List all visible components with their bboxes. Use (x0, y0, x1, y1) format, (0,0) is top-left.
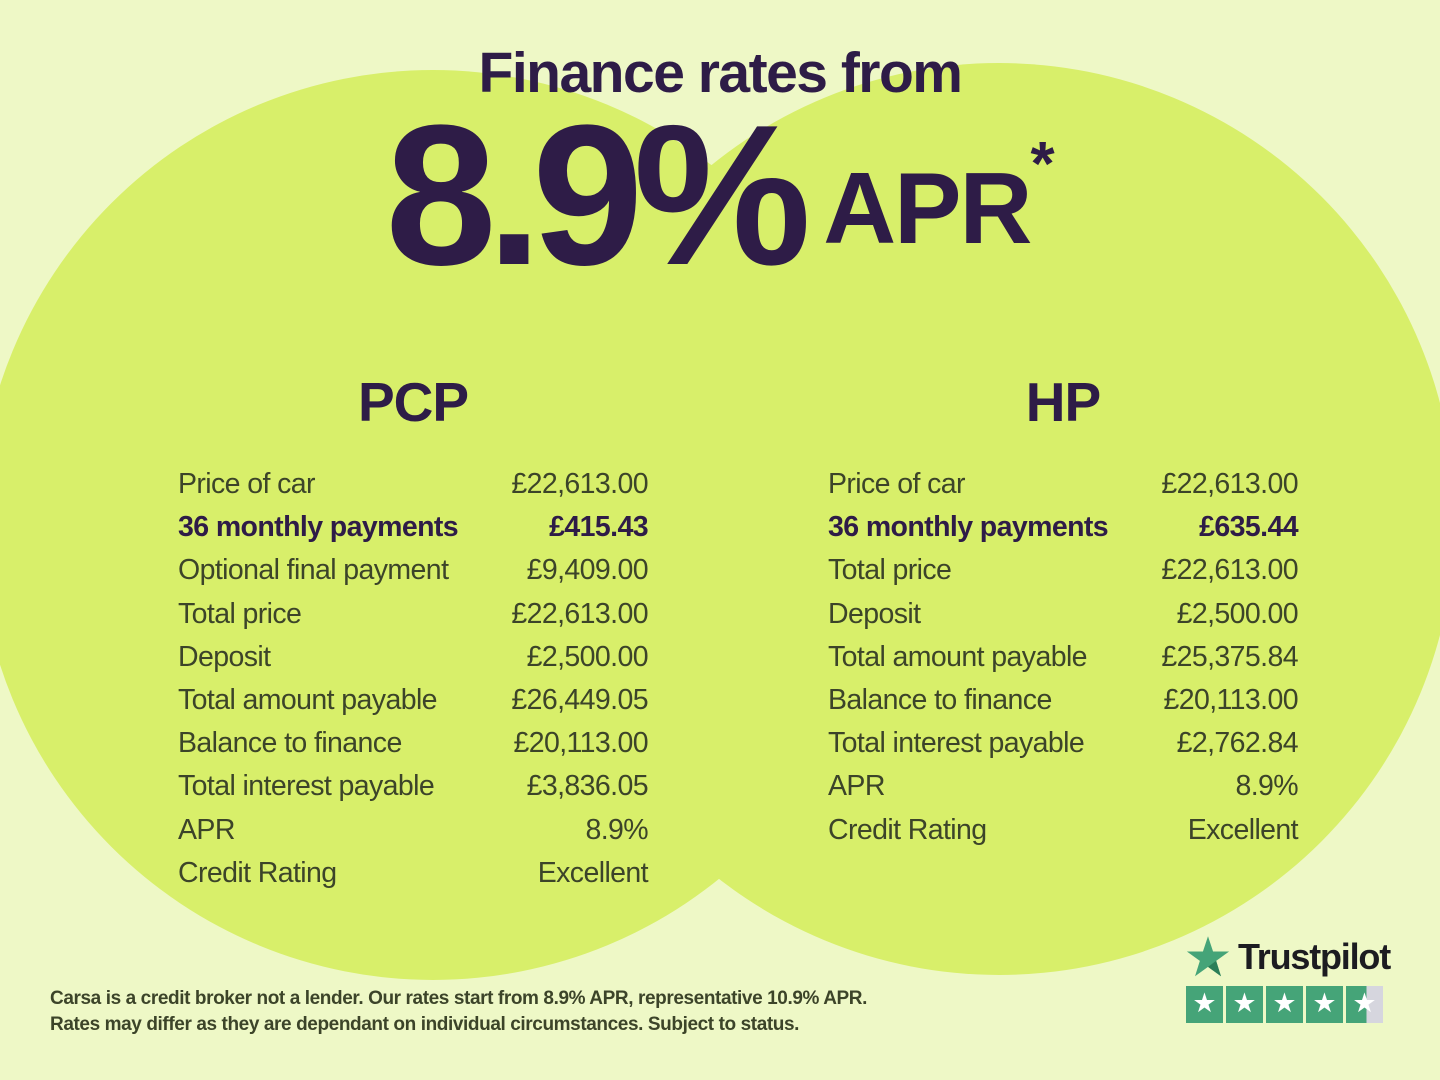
finance-table-row: APR 8.9% (178, 813, 649, 857)
row-value: £635.44 (1199, 511, 1298, 544)
finance-table-row: 36 monthly payments £415.43 (178, 511, 649, 554)
row-label: Balance to finance (828, 683, 1052, 716)
star-glyph: ★ (1192, 988, 1217, 1019)
row-label: Total amount payable (828, 640, 1088, 673)
row-label: Total price (828, 554, 952, 587)
finance-table-row: Deposit £2,500.00 (828, 597, 1299, 641)
row-value: Excellent (1187, 813, 1299, 846)
row-label: APR (828, 770, 885, 803)
finance-table-row: Credit Rating Excellent (178, 856, 649, 900)
rating-star-icon: ★ (1226, 986, 1263, 1023)
pcp-finance-table: PCP Price of car £22,613.00 36 monthly pay… (178, 370, 649, 900)
pcp-table-rows: Price of car £22,613.00 36 monthly payment… (178, 468, 649, 900)
row-label: Balance to finance (178, 727, 402, 760)
rate-value: 8.9% (385, 84, 811, 307)
finance-table-row: Deposit £2,500.00 (178, 640, 649, 684)
trustpilot-rating-stars: ★ ★ ★ ★ ★ (1186, 986, 1390, 1023)
finance-table-row: Price of car £22,613.00 (178, 468, 649, 511)
row-label: Total interest payable (178, 770, 435, 803)
rating-star-icon: ★ (1266, 986, 1303, 1023)
row-value: Excellent (537, 856, 649, 889)
page-title: Finance rates from (478, 41, 964, 105)
legal-disclaimer: Carsa is a credit broker not a lender. O… (50, 986, 867, 1038)
star-glyph: ★ (1312, 988, 1337, 1019)
disclaimer-line-1: Carsa is a credit broker not a lender. O… (50, 988, 867, 1009)
trustpilot-widget: Trustpilot ★ ★ ★ ★ ★ (1186, 934, 1391, 1023)
finance-table-row: Balance to finance £20,113.00 (828, 683, 1299, 727)
pcp-table-title: PCP (357, 371, 469, 433)
hp-table-title: HP (1025, 371, 1101, 433)
background-circle-right (543, 63, 1440, 975)
finance-table-row: Balance to finance £20,113.00 (178, 727, 649, 770)
row-value: £9,409.00 (526, 554, 649, 587)
rating-star-icon: ★ (1346, 986, 1383, 1023)
star-glyph: ★ (1232, 988, 1257, 1019)
row-label: 36 monthly payments (828, 511, 1109, 544)
row-label: Price of car (828, 468, 966, 500)
hp-table-rows: Price of car £22,613.00 36 monthly payment… (828, 468, 1299, 857)
star-glyph: ★ (1272, 988, 1297, 1019)
disclaimer-line-2: Rates may differ as they are dependant o… (50, 1014, 800, 1035)
row-label: Credit Rating (828, 813, 987, 846)
finance-table-row: Total interest payable £3,836.05 (178, 770, 649, 813)
rate-asterisk: * (1030, 130, 1055, 199)
row-value: £20,113.00 (513, 727, 648, 760)
rate-suffix: APR* (823, 130, 1055, 265)
row-value: £2,500.00 (1176, 597, 1299, 630)
row-label: Credit Rating (178, 856, 337, 889)
row-label: Deposit (828, 597, 921, 630)
rating-star-icon: ★ (1306, 986, 1343, 1023)
row-label: Total interest payable (828, 727, 1085, 760)
trustpilot-brand-name: Trustpilot (1238, 935, 1391, 977)
finance-table-row: Price of car £22,613.00 (828, 468, 1299, 511)
finance-table-row: Optional final payment £9,409.00 (178, 554, 649, 597)
rating-star-icon: ★ (1186, 986, 1223, 1023)
row-value: £22,613.00 (1161, 468, 1298, 500)
row-label: Price of car (178, 468, 316, 500)
hp-finance-table: HP Price of car £22,613.00 36 monthly paym… (828, 370, 1299, 857)
row-value: £415.43 (549, 511, 648, 544)
rate-headline: 8.9% APR* (0, 96, 1440, 296)
finance-table-row: Total interest payable £2,762.84 (828, 727, 1299, 770)
row-label: Deposit (178, 640, 271, 673)
finance-table-row: Total price £22,613.00 (828, 554, 1299, 597)
row-value: £22,613.00 (511, 597, 648, 630)
star-glyph: ★ (1352, 988, 1377, 1019)
trustpilot-logo: Trustpilot (1186, 934, 1391, 979)
row-label: Total price (178, 597, 302, 630)
finance-table-row: Credit Rating Excellent (828, 813, 1299, 857)
row-label: 36 monthly payments (178, 511, 459, 544)
finance-table-row: APR 8.9% (828, 770, 1299, 813)
row-value: £22,613.00 (1161, 554, 1298, 587)
trustpilot-star-icon (1186, 936, 1230, 977)
row-value: £3,836.05 (526, 770, 649, 803)
row-label: APR (178, 813, 235, 846)
row-value: £20,113.00 (1163, 683, 1298, 716)
finance-table-row: Total amount payable £25,375.84 (828, 640, 1299, 684)
row-value: £2,762.84 (1176, 727, 1299, 760)
row-value: £25,375.84 (1161, 640, 1298, 673)
finance-table-row: Total amount payable £26,449.05 (178, 683, 649, 727)
row-value: £2,500.00 (526, 640, 649, 673)
row-value: 8.9% (1235, 770, 1298, 803)
finance-table-row: 36 monthly payments £635.44 (828, 511, 1299, 554)
row-label: Total amount payable (178, 683, 438, 716)
finance-table-row: Total price £22,613.00 (178, 597, 649, 641)
row-value: £26,449.05 (511, 683, 648, 716)
row-value: 8.9% (585, 813, 648, 846)
row-value: £22,613.00 (511, 468, 648, 500)
row-label: Optional final payment (178, 554, 449, 587)
